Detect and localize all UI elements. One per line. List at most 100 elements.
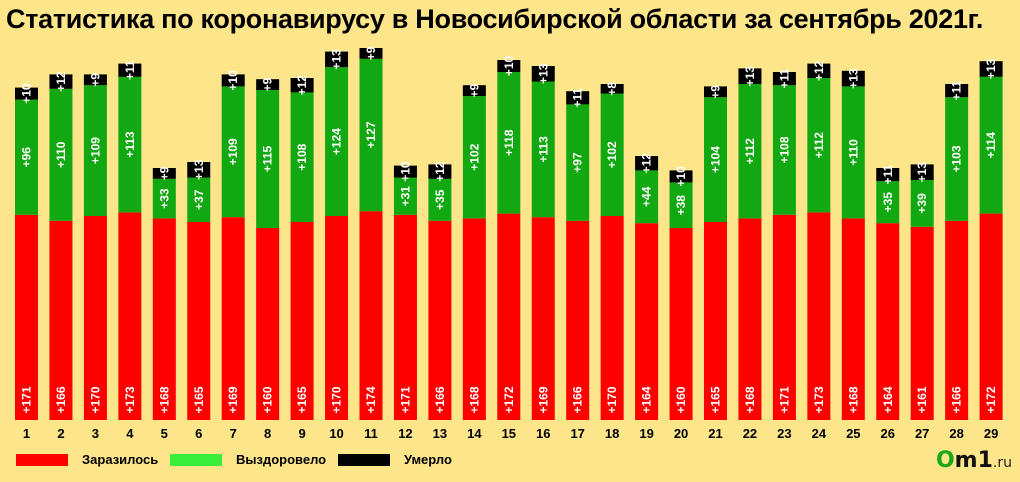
bar-label-infected: +171 bbox=[20, 386, 34, 413]
bar-segment-died bbox=[221, 74, 245, 87]
bar-segment-infected bbox=[256, 228, 280, 420]
bar-segment-recovered bbox=[979, 76, 1003, 214]
bar-label-died: +13 bbox=[330, 49, 344, 70]
bar-segment-died bbox=[325, 51, 349, 68]
bar-label-infected: +165 bbox=[709, 386, 723, 413]
bar-segment-recovered bbox=[462, 96, 486, 219]
bar-label-died: +13 bbox=[743, 66, 757, 87]
bar-segment-died bbox=[462, 85, 486, 96]
bar-segment-died bbox=[738, 68, 762, 84]
bar-label-died: +13 bbox=[915, 162, 929, 183]
x-tick-label: 29 bbox=[984, 426, 998, 441]
bar-label-infected: +160 bbox=[674, 386, 688, 413]
bar-segment-died bbox=[945, 84, 969, 98]
bar-label-infected: +168 bbox=[846, 386, 860, 413]
bar-label-infected: +168 bbox=[467, 386, 481, 413]
bar-segment-infected bbox=[704, 222, 727, 420]
bar-label-recovered: +110 bbox=[54, 141, 68, 168]
bar-segment-recovered bbox=[49, 88, 73, 221]
bar-label-infected: +166 bbox=[433, 386, 447, 413]
bar-label-died: +10 bbox=[226, 70, 240, 91]
bar-segment-infected bbox=[772, 214, 796, 420]
x-tick-label: 8 bbox=[264, 426, 271, 441]
bar-segment-infected bbox=[428, 220, 452, 420]
bar-label-infected: +171 bbox=[398, 386, 412, 413]
bar-segment-died bbox=[290, 78, 314, 93]
x-tick-label: 20 bbox=[674, 426, 688, 441]
bar-segment-died bbox=[428, 164, 452, 179]
bar-label-infected: +164 bbox=[881, 386, 895, 413]
bar-segment-recovered bbox=[738, 84, 762, 219]
bar-segment-recovered bbox=[566, 104, 590, 221]
bar-segment-died bbox=[187, 162, 211, 178]
x-tick-label: 6 bbox=[195, 426, 202, 441]
x-tick-label: 11 bbox=[364, 426, 378, 441]
bar-label-recovered: +102 bbox=[467, 143, 481, 170]
legend-swatch-infected bbox=[16, 453, 68, 466]
bar-label-infected: +169 bbox=[536, 386, 550, 413]
bar-segment-infected bbox=[221, 217, 245, 420]
x-tick-label: 17 bbox=[570, 426, 584, 441]
x-tick-label: 12 bbox=[398, 426, 412, 441]
bar-label-recovered: +102 bbox=[605, 141, 619, 168]
x-tick-label: 22 bbox=[743, 426, 757, 441]
bar-label-infected: +168 bbox=[157, 386, 171, 413]
bar-label-recovered: +113 bbox=[536, 136, 550, 163]
bar-label-infected: +166 bbox=[54, 386, 68, 413]
bar-label-died: +10 bbox=[398, 161, 412, 182]
bar-segment-died bbox=[910, 164, 934, 180]
bar-label-recovered: +110 bbox=[846, 139, 860, 166]
bar-segment-recovered bbox=[841, 86, 865, 219]
bar-label-recovered: +115 bbox=[261, 145, 275, 172]
legend-label-infected: Заразилось bbox=[82, 452, 159, 467]
x-tick-label: 23 bbox=[777, 426, 791, 441]
bar-label-died: +11 bbox=[950, 80, 964, 100]
bar-label-infected: +170 bbox=[330, 386, 344, 413]
legend-item-died: Умерло bbox=[338, 452, 452, 467]
bar-label-recovered: +38 bbox=[674, 195, 688, 216]
bar-segment-infected bbox=[979, 213, 1003, 420]
bar-segment-infected bbox=[635, 223, 659, 420]
x-tick-label: 3 bbox=[92, 426, 99, 441]
bar-label-recovered: +97 bbox=[571, 152, 585, 173]
bar-segment-died bbox=[15, 87, 38, 100]
bar-label-infected: +172 bbox=[984, 386, 998, 413]
bar-label-recovered: +109 bbox=[88, 137, 102, 164]
bar-segment-infected bbox=[83, 216, 107, 420]
bar-label-recovered: +113 bbox=[123, 131, 137, 158]
bar-segment-died bbox=[359, 48, 383, 59]
bar-label-infected: +165 bbox=[295, 386, 309, 413]
bar-segment-recovered bbox=[393, 177, 417, 215]
bar-segment-recovered bbox=[635, 170, 659, 224]
bar-label-died: +11 bbox=[123, 60, 137, 80]
bar-label-infected: +172 bbox=[502, 386, 516, 413]
bar-label-recovered: +124 bbox=[330, 128, 344, 155]
bar-label-infected: +161 bbox=[915, 386, 929, 413]
legend-item-infected: Заразилось bbox=[16, 452, 158, 467]
bar-segment-recovered bbox=[221, 86, 245, 218]
bar-label-died: +11 bbox=[571, 88, 585, 108]
x-tick-label: 13 bbox=[433, 426, 447, 441]
bar-label-died: +9 bbox=[261, 77, 275, 91]
bar-label-died: +9 bbox=[157, 166, 171, 180]
bar-segment-infected bbox=[531, 217, 555, 420]
bar-segment-recovered bbox=[290, 92, 314, 223]
bar-segment-infected bbox=[841, 218, 865, 420]
bars-group: +171 +96 +10 +166 +110 +12 +170 +109 +9 +173 +113 +… bbox=[15, 46, 1003, 420]
bar-segment-recovered bbox=[118, 76, 142, 213]
bar-segment-recovered bbox=[807, 78, 831, 213]
bar-label-recovered: +39 bbox=[915, 193, 929, 214]
bar-label-recovered: +35 bbox=[881, 192, 895, 213]
bar-segment-infected bbox=[152, 218, 176, 420]
bar-segment-infected bbox=[49, 220, 73, 420]
bar-label-died: +11 bbox=[881, 164, 895, 184]
bar-segment-recovered bbox=[531, 81, 555, 218]
bar-segment-died bbox=[256, 79, 280, 90]
legend-swatch-died bbox=[338, 453, 390, 466]
stacked-bar-chart: +171+96+10+166+110+12+170+109+9+173+113+… bbox=[15, 46, 1003, 441]
bar-segment-recovered bbox=[325, 67, 349, 216]
bar-segment-died bbox=[600, 84, 624, 94]
bar-label-recovered: +109 bbox=[226, 138, 240, 165]
bar-segment-died bbox=[704, 86, 727, 98]
bar-segment-recovered bbox=[256, 90, 280, 228]
